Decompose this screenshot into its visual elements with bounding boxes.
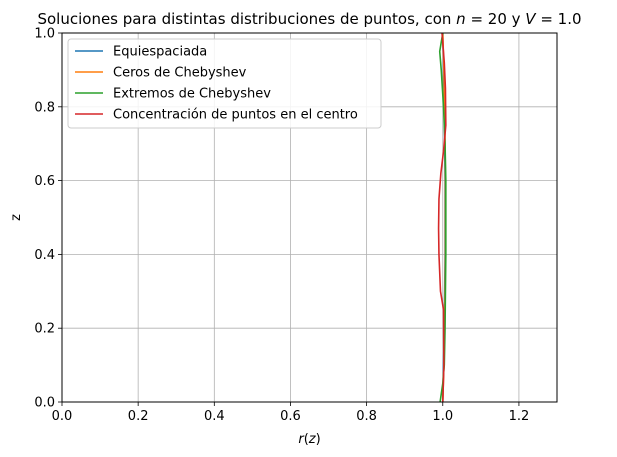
- legend-label-0: Equiespaciada: [113, 45, 207, 60]
- chart-title-part-4: = 1.0: [536, 10, 582, 28]
- y-axis-label: z: [9, 214, 24, 221]
- x-tick-label-0: 0.0: [52, 409, 73, 424]
- x-tick-label-2: 0.4: [204, 409, 225, 424]
- chart-title-part-1: n: [456, 10, 466, 28]
- y-tick-label-5: 1.0: [34, 27, 55, 42]
- series-line-3: [437, 32, 447, 403]
- x-tick-label-1: 0.2: [128, 409, 149, 424]
- x-axis-label-part-3: ): [316, 432, 321, 447]
- legend-label-3: Concentración de puntos en el centro: [113, 108, 358, 123]
- x-tick-label-5: 1.0: [432, 409, 453, 424]
- y-tick-label-3: 0.6: [34, 174, 55, 189]
- x-axis-label-part-1: (: [304, 432, 309, 447]
- axis-ticks: 0.0 0.2 0.4 0.6 0.8 1.0 1.2 0.0 0.2 0.4 0.6 0.8 1.0: [34, 27, 529, 425]
- legend-box: [67, 38, 382, 129]
- x-tick-label-4: 0.8: [356, 409, 377, 424]
- chart-title-part-0: Soluciones para distintas distribuciones…: [37, 10, 456, 28]
- plot-frame: [61, 32, 558, 403]
- y-tick-label-1: 0.2: [34, 322, 55, 337]
- x-tick-label-3: 0.6: [280, 409, 301, 424]
- x-axis-label-part-2: z: [308, 432, 317, 447]
- chart-title: Soluciones para distintas distribuciones…: [37, 10, 581, 28]
- x-axis-label-part-0: r: [298, 432, 305, 447]
- y-tick-label-2: 0.4: [34, 248, 55, 263]
- legend: Equiespaciada Ceros de Chebyshev Extremos …: [67, 38, 382, 129]
- series-layer: [437, 32, 447, 403]
- y-tick-label-0: 0.0: [34, 396, 55, 411]
- chart-title-part-3: V: [525, 10, 537, 28]
- legend-label-1: Ceros de Chebyshev: [113, 66, 247, 81]
- chart-title-part-2: = 20 y: [466, 10, 526, 28]
- y-tick-label-4: 0.8: [34, 100, 55, 115]
- legend-label-2: Extremos de Chebyshev: [113, 87, 271, 102]
- x-tick-label-6: 1.2: [509, 409, 530, 424]
- x-axis-label: r(z): [298, 432, 320, 447]
